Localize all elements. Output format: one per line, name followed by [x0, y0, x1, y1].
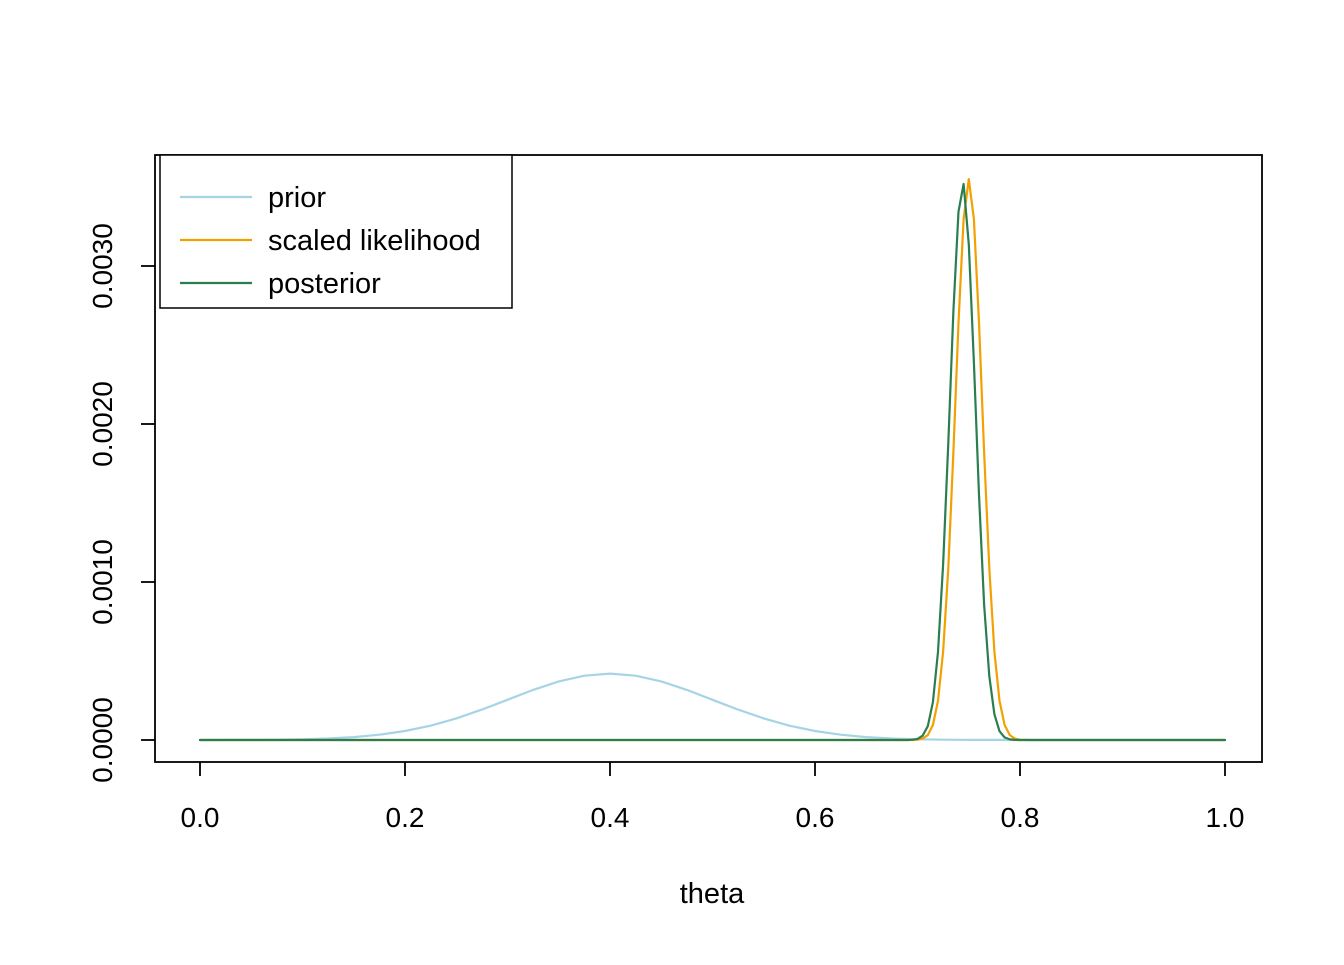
series-layer	[198, 178, 1227, 742]
x-axis-title: theta	[680, 878, 745, 910]
x-axis-labels: 0.0 0.2 0.4 0.6 0.8 1.0	[181, 802, 1245, 833]
series-line-posterior	[198, 182, 1227, 742]
legend-entry-prior: prior	[180, 182, 326, 214]
series-line-prior	[198, 672, 1227, 742]
y-axis	[141, 265, 155, 741]
x-axis	[199, 762, 1226, 776]
legend-label-posterior: posterior	[268, 268, 381, 300]
plot-border	[154, 154, 1263, 763]
y-tick-label: 0.0030	[87, 223, 118, 309]
y-tick-label: 0.0020	[87, 381, 118, 467]
x-tick-label: 0.6	[796, 802, 835, 833]
y-axis-labels: 0.0000 0.0010 0.0020 0.0030	[87, 223, 118, 783]
legend: prior scaled likelihood posterior	[159, 154, 513, 309]
legend-label-prior: prior	[268, 182, 326, 214]
x-tick-label: 0.0	[181, 802, 220, 833]
x-tick-label: 0.4	[591, 802, 630, 833]
x-tick-label: 0.8	[1001, 802, 1040, 833]
y-tick-label: 0.0000	[87, 697, 118, 783]
legend-entry-posterior: posterior	[180, 268, 381, 300]
y-tick-label: 0.0010	[87, 539, 118, 625]
x-tick-label: 0.2	[386, 802, 425, 833]
legend-label-scaled-likelihood: scaled likelihood	[268, 225, 481, 257]
legend-entry-scaled-likelihood: scaled likelihood	[180, 225, 481, 257]
x-tick-label: 1.0	[1206, 802, 1245, 833]
